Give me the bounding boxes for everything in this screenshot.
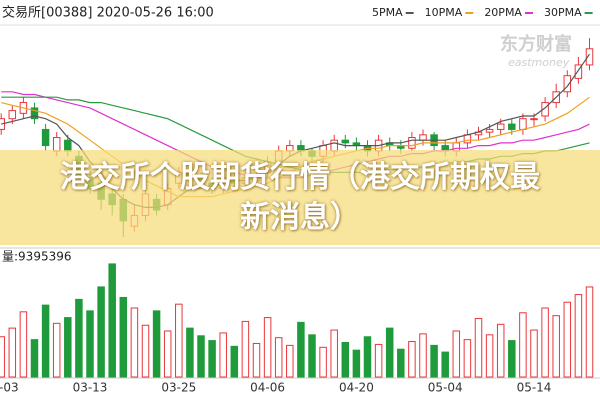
volume-bar bbox=[130, 307, 139, 378]
volume-bar bbox=[341, 342, 350, 378]
volume-bar bbox=[186, 327, 194, 378]
volume-bar bbox=[152, 310, 161, 378]
volume-bar bbox=[197, 335, 205, 378]
volume-bar bbox=[374, 343, 383, 378]
candle-body bbox=[485, 128, 494, 133]
watermark: 东方财富 bbox=[500, 33, 572, 55]
volume-bar bbox=[541, 307, 549, 378]
volume-bar bbox=[330, 329, 338, 378]
candle-body bbox=[585, 48, 594, 66]
volume-bar bbox=[97, 286, 105, 378]
legend-label: 10PMA bbox=[425, 6, 463, 19]
volume-bar bbox=[8, 327, 17, 378]
x-tick-label: 04-20 bbox=[339, 381, 374, 395]
x-tick-label: 03-25 bbox=[161, 381, 196, 395]
banner: 港交所个股期货行情（港交所期权最新消息） bbox=[0, 150, 600, 245]
volume-bar bbox=[230, 345, 239, 378]
volume-bar bbox=[485, 334, 494, 378]
volume-bar bbox=[363, 336, 372, 378]
volume-bar bbox=[430, 344, 438, 378]
volume-bar bbox=[41, 304, 50, 378]
volume-bar bbox=[441, 351, 449, 378]
volume-bar bbox=[397, 348, 405, 378]
candle-body bbox=[463, 134, 472, 144]
watermark: eastmoney bbox=[508, 56, 570, 69]
volume-bar bbox=[286, 344, 294, 378]
volume-bar bbox=[64, 317, 72, 378]
candle-body bbox=[41, 128, 50, 147]
candle-body bbox=[408, 137, 416, 149]
legend-label: 20PMA bbox=[484, 6, 522, 19]
volume-bar bbox=[463, 339, 472, 378]
legend: 5PMA 10PMA 20PMA 30PMA bbox=[372, 6, 593, 19]
volume-bar bbox=[585, 286, 594, 378]
candle-body bbox=[8, 110, 17, 120]
x-tick-label: 05-04 bbox=[428, 381, 463, 395]
candle-body bbox=[519, 118, 527, 130]
volume-bar bbox=[86, 310, 94, 378]
volume-bar bbox=[385, 327, 394, 378]
volume-bar bbox=[297, 321, 305, 378]
volume-bar bbox=[408, 341, 416, 378]
volume-bar bbox=[119, 296, 128, 378]
volume-bar bbox=[563, 301, 572, 378]
candle-body bbox=[530, 118, 538, 121]
candle-body bbox=[541, 102, 549, 117]
volume-bar bbox=[19, 311, 28, 378]
volume-bar bbox=[474, 318, 483, 378]
volume-bar bbox=[419, 333, 427, 378]
volume-bar bbox=[530, 329, 538, 378]
candle-body bbox=[574, 64, 583, 79]
volume-label: 量:9395396 bbox=[2, 250, 72, 264]
volume-bar bbox=[208, 340, 216, 378]
volume-bar bbox=[574, 294, 583, 378]
volume-bar bbox=[108, 263, 116, 378]
x-tick-label: 05-14 bbox=[517, 381, 552, 395]
volume-bar bbox=[352, 349, 361, 378]
candle-body bbox=[341, 139, 350, 144]
candle-body bbox=[496, 123, 505, 130]
volume-bar bbox=[319, 346, 327, 378]
candle-body bbox=[508, 123, 516, 130]
legend-label: 5PMA bbox=[372, 6, 403, 19]
volume-bar bbox=[508, 340, 516, 378]
volume-bar bbox=[452, 330, 461, 378]
candle-body bbox=[30, 107, 39, 120]
volume-bar bbox=[30, 339, 39, 378]
volume-bar bbox=[263, 317, 272, 378]
chart-title: 交易所[00388] 2020-05-26 16:00 bbox=[2, 5, 214, 21]
volume-bar bbox=[496, 323, 505, 378]
volume-bar bbox=[552, 315, 560, 378]
volume-bar bbox=[252, 342, 261, 378]
volume-bar bbox=[241, 320, 250, 378]
legend-label: 30PMA bbox=[544, 6, 582, 19]
volume-bar bbox=[141, 324, 150, 378]
x-tick-label: 03-03 bbox=[0, 381, 19, 395]
candle-body bbox=[419, 134, 427, 141]
volume-bar bbox=[308, 334, 316, 378]
volume-bar bbox=[519, 312, 527, 378]
candle-body bbox=[563, 75, 572, 93]
volume-bar bbox=[52, 322, 61, 378]
candle-body bbox=[52, 137, 61, 152]
x-tick-label: 04-06 bbox=[250, 381, 285, 395]
x-tick-label: 03-13 bbox=[73, 381, 108, 395]
volume-bar bbox=[163, 330, 172, 378]
volume-bar bbox=[219, 332, 227, 378]
banner-title: 港交所个股期货行情（港交所期权最新消息） bbox=[60, 159, 540, 235]
volume-bar bbox=[175, 303, 183, 378]
volume-bar bbox=[75, 298, 83, 378]
volume-bar bbox=[274, 337, 283, 378]
volume-bar bbox=[0, 336, 5, 378]
